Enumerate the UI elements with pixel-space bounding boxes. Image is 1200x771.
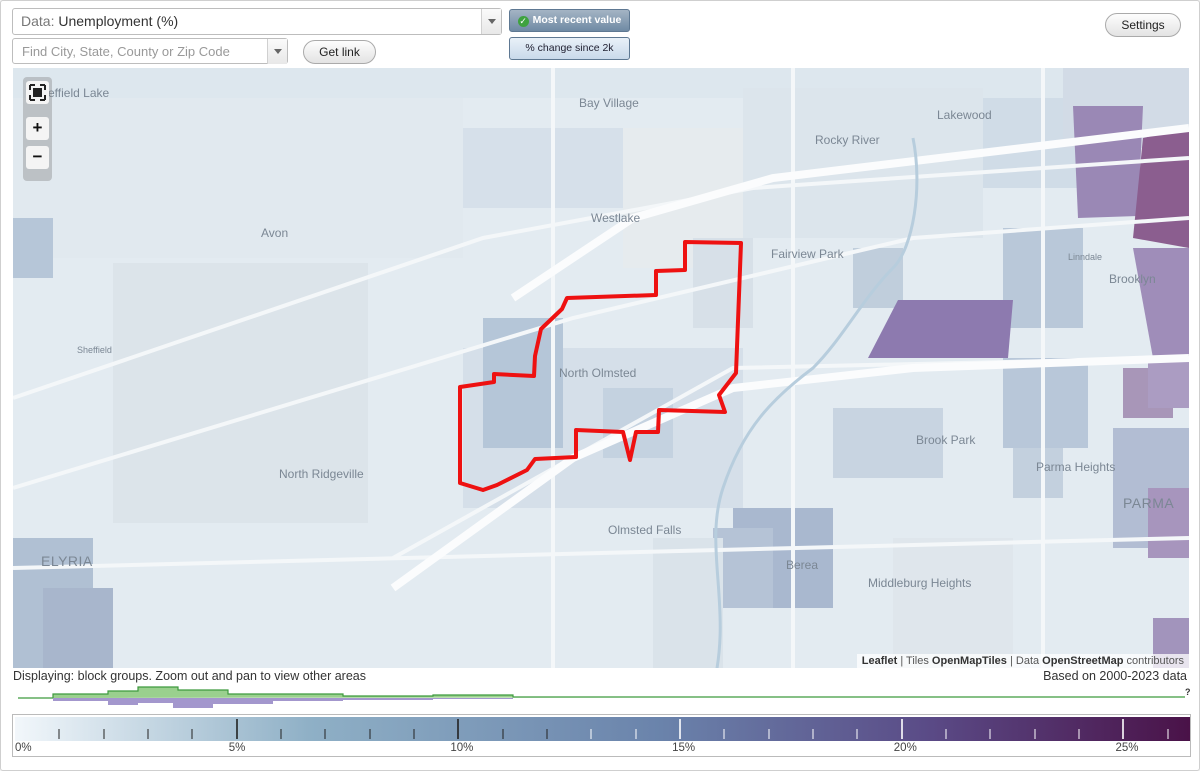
legend-color-bar: [15, 717, 1190, 741]
chevron-down-icon[interactable]: [481, 9, 501, 34]
place-label: Bay Village: [579, 96, 639, 110]
fullscreen-icon: [29, 84, 46, 101]
block-group-high: [868, 300, 1013, 358]
location-search[interactable]: [12, 38, 288, 64]
place-label: Avon: [261, 226, 289, 240]
legend-gradient: [15, 717, 1190, 741]
most-recent-value-button[interactable]: ✓ Most recent value: [509, 9, 630, 32]
leaflet-link[interactable]: Leaflet: [861, 655, 898, 667]
legend-tick-label: 20%: [893, 742, 917, 754]
highways: [390, 124, 1189, 592]
data-select[interactable]: Data: Unemployment (%): [12, 8, 502, 35]
place-label: Rocky River: [815, 133, 880, 147]
display-status: Displaying: block groups. Zoom out and p…: [13, 669, 366, 683]
block-group-high: [1148, 358, 1189, 408]
attribution-sep: | Data: [1006, 655, 1043, 667]
attribution-tail: contributors: [1123, 655, 1184, 667]
legend-ticks: [58, 719, 1169, 739]
place-label: ELYRIA: [41, 553, 93, 569]
place-label: Middleburg Heights: [868, 576, 972, 590]
rocky-river: [714, 137, 919, 668]
osm-link[interactable]: OpenStreetMap: [1042, 655, 1124, 667]
data-select-prefix: Data:: [21, 13, 55, 29]
legend-tick-label: 25%: [1115, 742, 1139, 754]
zoom-control: + −: [23, 77, 52, 181]
histogram-baseline: [18, 698, 1185, 708]
place-label: Parma Heights: [1036, 460, 1116, 474]
histogram-recent: [18, 686, 1185, 699]
place-label: Olmsted Falls: [608, 523, 682, 537]
zoom-in-button[interactable]: +: [26, 117, 49, 140]
place-label: Fairview Park: [771, 247, 844, 261]
map[interactable]: effield Lake Bay Village Lakewood Rocky …: [13, 68, 1189, 668]
place-label: effield Lake: [48, 86, 110, 100]
pct-change-button[interactable]: % change since 2k: [509, 37, 630, 60]
zoom-out-button[interactable]: −: [26, 146, 49, 169]
pct-change-label: % change since 2k: [525, 42, 614, 54]
place-label: North Ridgeville: [279, 467, 364, 481]
lake-erie: [13, 68, 1189, 98]
place-label: Brook Park: [916, 433, 976, 447]
legend-tick-label: 10%: [450, 742, 474, 754]
data-range-note: Based on 2000-2023 data: [1043, 669, 1187, 683]
legend-tick-label: 0%: [15, 742, 32, 754]
place-label: Berea: [786, 558, 819, 572]
map-attribution: Leaflet | Tiles OpenMapTiles | Data Open…: [856, 654, 1189, 668]
place-label: Westlake: [591, 211, 641, 225]
tiles-link[interactable]: OpenMapTiles: [931, 655, 1007, 667]
place-label: North Olmsted: [559, 366, 637, 380]
chevron-down-icon[interactable]: [267, 39, 287, 64]
place-label: Lakewood: [937, 108, 992, 122]
selected-boundary-north-olmsted[interactable]: [458, 240, 743, 492]
location-search-input[interactable]: [13, 39, 263, 63]
check-icon: ✓: [517, 16, 529, 27]
place-label: Sheffield: [77, 345, 112, 355]
place-label: PARMA: [1123, 495, 1175, 511]
histogram-question-mark[interactable]: ?: [1185, 687, 1191, 697]
place-label: Linndale: [1068, 252, 1103, 262]
data-select-value: Unemployment (%): [58, 13, 179, 29]
most-recent-value-label: Most recent value: [532, 14, 622, 26]
legend-tick-label: 15%: [672, 742, 696, 754]
get-link-button[interactable]: Get link: [303, 40, 376, 64]
attribution-sep: | Tiles: [897, 655, 932, 667]
color-legend: 0% 5% 10% 15% 20% 25%: [12, 714, 1191, 757]
fullscreen-button[interactable]: [26, 81, 49, 104]
block-group-high: [1133, 248, 1189, 358]
map-layer: [13, 68, 1189, 668]
settings-button[interactable]: Settings: [1105, 13, 1181, 37]
place-label: Brooklyn: [1109, 272, 1156, 286]
distribution-histogram: ?: [18, 686, 1191, 708]
legend-tick-label: 5%: [228, 742, 246, 754]
